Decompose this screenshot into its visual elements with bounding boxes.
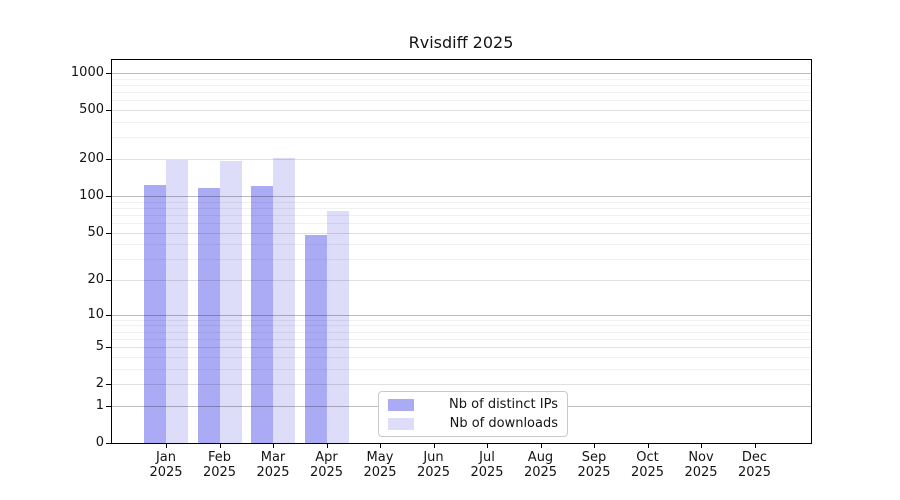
y-tick-label: 100 xyxy=(79,187,104,203)
gridline xyxy=(112,110,811,112)
gridline xyxy=(112,325,811,327)
y-tick-label: 0 xyxy=(95,435,104,450)
x-tick-label: Jan 2025 xyxy=(149,450,183,480)
y-tick-label: 50 xyxy=(87,224,104,240)
legend-swatch-downloads xyxy=(388,417,414,430)
legend-swatch-distinct-ips xyxy=(388,398,414,411)
bar-downloads xyxy=(326,211,349,443)
bar-downloads xyxy=(219,160,242,443)
plot-area xyxy=(112,60,811,443)
y-tick-label: 200 xyxy=(79,151,104,166)
gridline xyxy=(112,122,811,123)
legend: Nb of distinct IPs Nb of downloads xyxy=(378,391,568,437)
x-tick-label: Dec 2025 xyxy=(737,450,772,480)
gridline xyxy=(112,314,811,316)
chart-title: Rvisdiff 2025 xyxy=(408,33,514,52)
bar-distinct-ips xyxy=(304,234,327,443)
gridline xyxy=(112,319,811,321)
legend-item-downloads: Nb of downloads xyxy=(388,416,558,432)
gridline xyxy=(112,331,811,333)
gridline xyxy=(112,92,811,94)
bar-distinct-ips xyxy=(251,185,273,443)
x-tick-mark xyxy=(754,444,756,448)
x-tick-mark xyxy=(326,444,328,448)
legend-label-downloads: Nb of downloads xyxy=(449,415,558,431)
y-tick-mark xyxy=(106,195,111,197)
y-tick-mark xyxy=(106,347,111,349)
y-tick-mark xyxy=(106,405,111,407)
y-tick-label: 20 xyxy=(87,272,104,287)
gridline xyxy=(112,159,811,160)
gridline xyxy=(112,368,811,370)
bar-downloads xyxy=(273,157,295,443)
y-tick-mark xyxy=(106,232,111,234)
legend-label-distinct-ips: Nb of distinct IPs xyxy=(449,396,558,412)
y-tick-label: 5 xyxy=(95,339,104,355)
x-tick-label: Aug 2025 xyxy=(523,450,558,480)
x-tick-label: Oct 2025 xyxy=(630,450,665,480)
x-tick-label: May 2025 xyxy=(363,450,397,480)
y-tick-label: 1000 xyxy=(70,65,104,80)
gridline xyxy=(112,244,811,246)
gridline xyxy=(112,100,811,102)
y-tick-label: 500 xyxy=(79,102,104,118)
y-tick-label: 2 xyxy=(95,376,104,392)
gridline xyxy=(112,85,811,86)
x-tick-mark xyxy=(273,444,274,448)
x-tick-label: Jun 2025 xyxy=(416,450,451,480)
x-tick-label: Feb 2025 xyxy=(202,450,237,480)
y-tick-mark xyxy=(106,280,111,281)
gridline xyxy=(112,232,811,234)
gridline xyxy=(112,195,811,197)
gridline xyxy=(112,356,811,358)
gridline xyxy=(112,201,811,203)
gridline xyxy=(112,338,811,340)
x-tick-mark xyxy=(701,444,702,448)
gridline xyxy=(112,214,811,216)
legend-item-distinct-ips: Nb of distinct IPs xyxy=(388,397,558,413)
y-tick-label: 10 xyxy=(87,306,104,322)
gridline xyxy=(112,78,811,80)
gridline xyxy=(112,259,811,261)
x-tick-mark xyxy=(487,444,488,448)
y-tick-label: 1 xyxy=(95,397,104,413)
bar-distinct-ips xyxy=(144,184,166,443)
gridline xyxy=(112,73,811,74)
x-tick-label: Mar 2025 xyxy=(256,450,290,480)
gridline xyxy=(112,222,811,224)
gridline xyxy=(112,207,811,209)
x-tick-label: Apr 2025 xyxy=(309,450,344,480)
gridline xyxy=(112,384,811,386)
x-tick-mark xyxy=(166,444,167,448)
x-tick-mark xyxy=(647,444,649,448)
gridline xyxy=(112,280,811,281)
y-tick-mark xyxy=(106,384,111,386)
y-tick-mark xyxy=(106,110,111,112)
x-tick-mark xyxy=(540,444,542,448)
x-tick-mark xyxy=(433,444,435,448)
x-tick-mark xyxy=(594,444,595,448)
y-tick-mark xyxy=(106,159,111,160)
bar-distinct-ips xyxy=(197,188,220,443)
gridline xyxy=(112,347,811,349)
y-tick-mark xyxy=(106,443,111,444)
x-tick-label: Nov 2025 xyxy=(684,450,718,480)
gridline xyxy=(112,137,811,139)
x-tick-mark xyxy=(219,444,221,448)
bar-downloads xyxy=(166,159,188,443)
y-tick-mark xyxy=(106,73,111,74)
x-tick-label: Sep 2025 xyxy=(577,450,611,480)
x-tick-label: Jul 2025 xyxy=(470,450,504,480)
x-tick-mark xyxy=(380,444,381,448)
y-tick-mark xyxy=(106,314,111,316)
